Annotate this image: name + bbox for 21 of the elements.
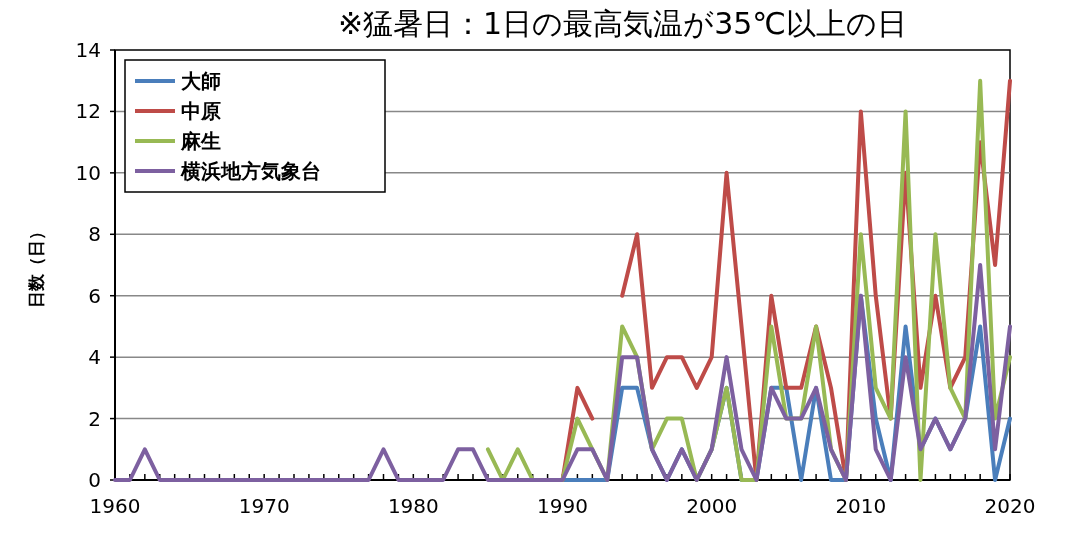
y-tick-label: 0 <box>88 468 101 492</box>
x-tick-label: 2010 <box>835 494 887 518</box>
x-tick-label: 1980 <box>387 494 439 518</box>
x-tick-label: 1970 <box>238 494 290 518</box>
legend-label: 大師 <box>181 69 221 93</box>
legend-label: 中原 <box>181 99 221 123</box>
x-tick-label: 1960 <box>89 494 141 518</box>
y-tick-label: 4 <box>88 345 101 370</box>
legend-label: 麻生 <box>180 129 221 153</box>
legend-label: 横浜地方気象台 <box>180 159 321 183</box>
y-tick-label: 8 <box>88 222 101 247</box>
y-axis-title: 日数（日） <box>26 222 46 308</box>
y-tick-label: 6 <box>88 283 101 308</box>
x-tick-label: 1990 <box>537 494 588 518</box>
x-tick-label: 2000 <box>686 494 738 518</box>
chart-title: ※猛暑日：1日の最高気温が35℃以上の日 <box>337 6 908 41</box>
x-tick-label: 2020 <box>984 494 1036 518</box>
y-tick-label: 10 <box>75 160 101 185</box>
y-tick-label: 14 <box>75 38 101 62</box>
y-tick-label: 12 <box>75 99 101 124</box>
y-tick-label: 2 <box>88 406 101 431</box>
